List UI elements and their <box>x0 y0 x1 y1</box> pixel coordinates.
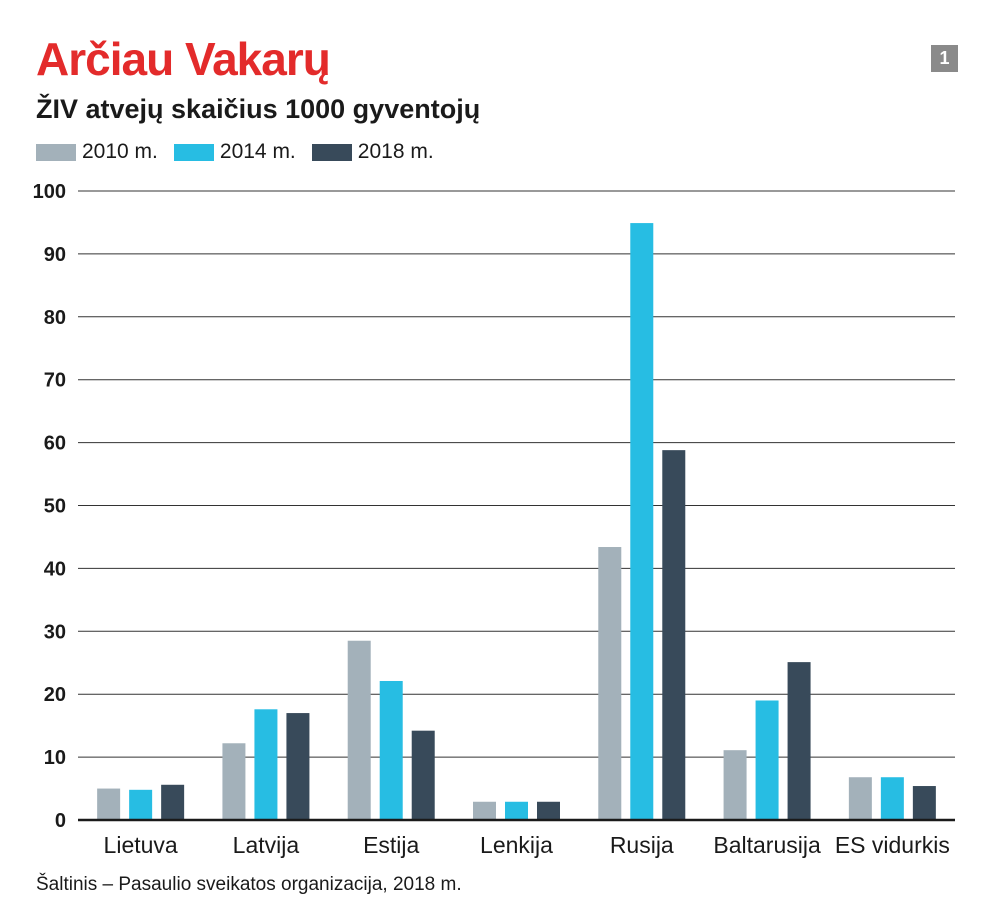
x-category-label: Lietuva <box>104 832 178 858</box>
x-category-label: Latvija <box>233 832 300 858</box>
y-tick-label: 90 <box>44 244 66 266</box>
bar <box>912 786 936 820</box>
bar <box>473 801 496 820</box>
x-category-label: ES vidurkis <box>835 832 950 858</box>
legend-item-2018: 2018 m. <box>311 140 434 164</box>
y-tick-label: 70 <box>44 370 66 392</box>
chart-title: Arčiau Vakarų <box>36 33 331 85</box>
bar <box>161 784 185 820</box>
bar <box>630 223 654 821</box>
bar <box>129 789 153 820</box>
bar <box>755 700 779 820</box>
bar <box>97 788 121 820</box>
bar <box>222 743 246 820</box>
legend-swatch-2010 <box>36 143 76 161</box>
y-tick-label: 20 <box>44 684 66 706</box>
legend-label-2014: 2014 m. <box>219 140 296 163</box>
bar <box>347 640 371 820</box>
y-tick-label: 60 <box>44 433 66 455</box>
bar <box>598 547 622 820</box>
bar <box>723 750 747 820</box>
bar <box>379 680 403 820</box>
bar <box>880 777 904 820</box>
x-category-label: Baltarusija <box>713 832 821 858</box>
legend-swatch-2014 <box>173 143 214 161</box>
x-category-label: Estija <box>363 832 419 858</box>
bar <box>254 709 278 820</box>
y-tick-label: 30 <box>44 621 66 643</box>
figure-number-badge: 1 <box>931 45 958 72</box>
y-tick-label: 100 <box>33 181 66 203</box>
legend-item-2010: 2010 m. <box>36 140 158 164</box>
bar <box>662 450 686 820</box>
legend-label-2018: 2018 m. <box>357 140 434 163</box>
legend-item-2014: 2014 m. <box>173 140 296 164</box>
y-tick-label: 0 <box>55 810 66 832</box>
bar <box>411 730 435 820</box>
bar <box>286 713 310 820</box>
bar <box>505 801 528 820</box>
legend: 2010 m. 2014 m. 2018 m. <box>36 140 450 164</box>
legend-swatch-2018 <box>311 143 352 161</box>
bar <box>848 777 872 820</box>
x-category-label: Rusija <box>610 832 674 858</box>
legend-label-2010: 2010 m. <box>82 140 158 163</box>
source-note: Šaltinis – Pasaulio sveikatos organizaci… <box>36 874 462 895</box>
chart-subtitle: ŽIV atvejų skaičius 1000 gyventojų <box>36 94 481 124</box>
y-tick-label: 80 <box>44 307 66 329</box>
y-tick-label: 40 <box>44 558 66 580</box>
bar <box>537 801 560 820</box>
y-tick-label: 10 <box>44 747 66 769</box>
y-tick-label: 50 <box>44 496 66 518</box>
bar <box>787 662 811 820</box>
x-category-label: Lenkija <box>480 832 553 858</box>
